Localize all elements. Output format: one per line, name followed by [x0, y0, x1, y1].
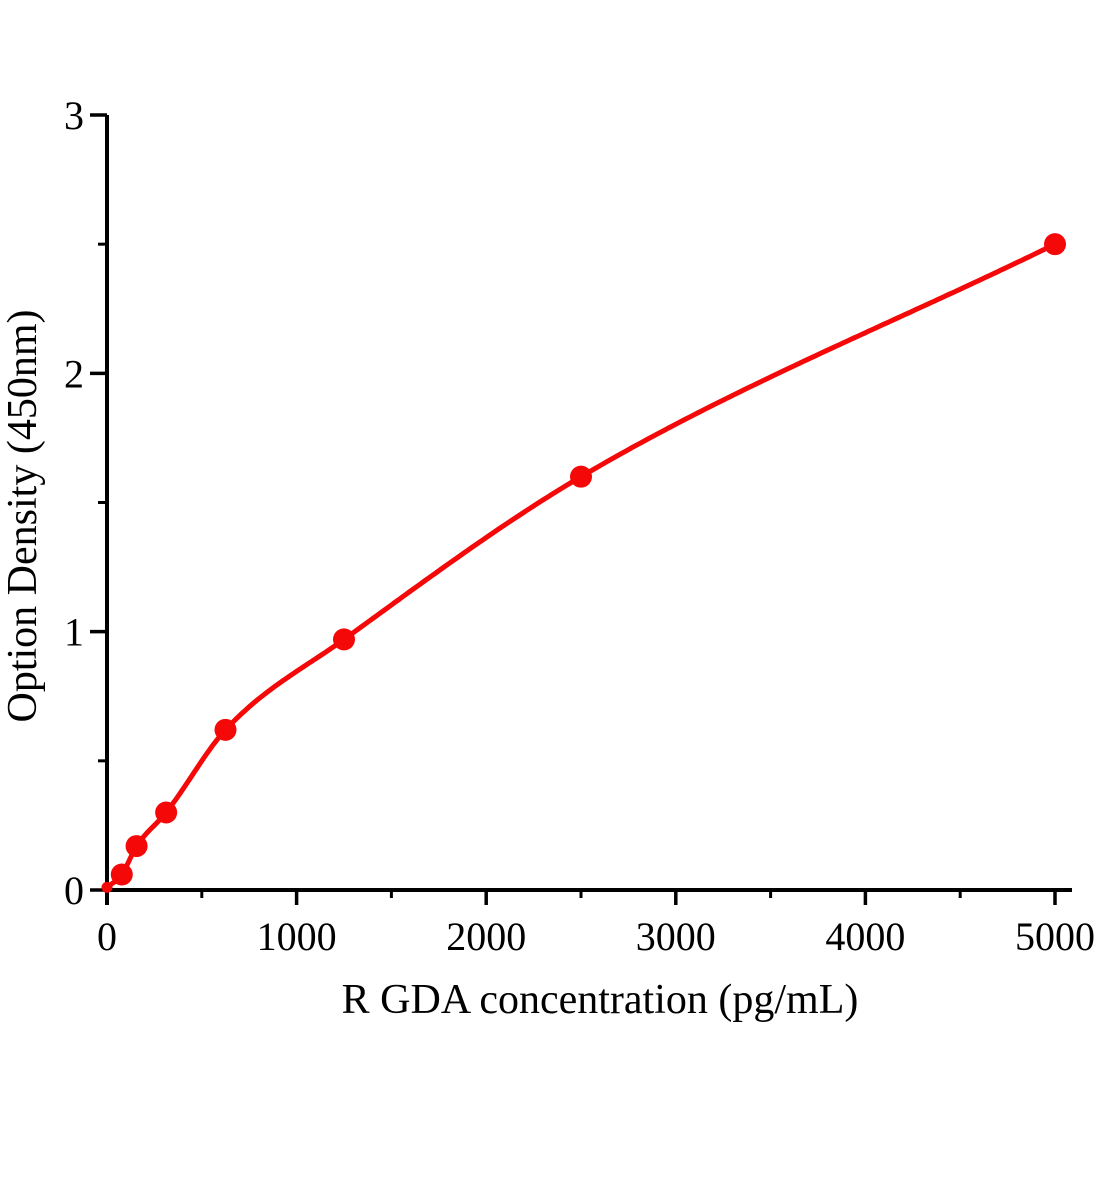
data-point — [570, 465, 592, 488]
data-point — [1044, 233, 1066, 256]
y-tick-label: 3 — [64, 93, 84, 138]
data-point — [110, 863, 133, 886]
y-tick-label: 1 — [64, 610, 84, 655]
x-tick-label: 5000 — [1015, 914, 1095, 959]
x-tick-label: 1000 — [257, 914, 337, 959]
data-point — [125, 835, 148, 858]
x-tick-label: 3000 — [636, 914, 716, 959]
y-axis-title: Option Density (450nm) — [0, 310, 46, 723]
data-point — [214, 718, 237, 741]
plot-area: 0 1000 2000 3000 4000 5000 0 1 2 3 — [64, 93, 1095, 959]
x-tick-label: 0 — [97, 914, 117, 959]
fitted-curve — [104, 241, 1058, 890]
y-tick-label: 0 — [64, 868, 84, 913]
data-point — [155, 801, 178, 824]
y-tick-label: 2 — [64, 351, 84, 396]
data-point — [101, 881, 113, 893]
data-point — [333, 628, 355, 651]
x-tick-label: 2000 — [446, 914, 526, 959]
x-axis-title: R GDA concentration (pg/mL) — [342, 977, 859, 1023]
x-tick-label: 4000 — [825, 914, 905, 959]
